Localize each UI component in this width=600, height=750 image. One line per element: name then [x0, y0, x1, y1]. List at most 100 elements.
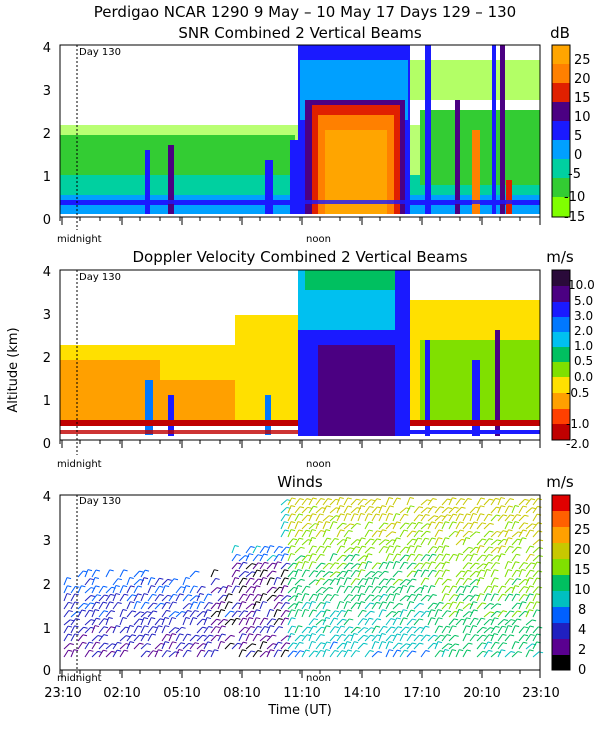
wind-barb-flag — [472, 513, 478, 516]
wind-barb — [238, 593, 244, 602]
wind-barb — [126, 625, 131, 634]
wind-barb — [322, 571, 330, 578]
wind-barb-flag — [286, 635, 292, 638]
wind-barb — [175, 593, 181, 602]
wind-barb-flag — [195, 634, 200, 637]
wind-barb-flag — [95, 601, 101, 604]
wind-barb-flag — [214, 649, 219, 652]
wind-barb — [336, 577, 341, 586]
wind-barb-flag — [348, 529, 353, 532]
wind-barb-flag — [355, 546, 361, 549]
wind-barb-flag — [299, 641, 304, 644]
wind-barb-flag — [122, 617, 127, 619]
wind-barb — [364, 538, 371, 546]
wind-barb-flag — [381, 641, 387, 644]
wind-barb-flag — [439, 562, 445, 565]
wind-barb — [308, 545, 314, 554]
wind-barb — [350, 563, 358, 570]
wind-barb — [112, 585, 117, 594]
wind-barb-flag — [419, 618, 424, 621]
wind-barb-flag — [305, 569, 310, 572]
wind-barb — [476, 634, 483, 642]
wind-barb-flag — [411, 593, 416, 596]
wind-barb — [294, 529, 300, 538]
wind-barb — [357, 537, 363, 546]
wind-barb — [322, 515, 330, 522]
wind-barb-flag — [83, 602, 88, 605]
wind-barb — [224, 642, 231, 650]
wind-barb-flag — [153, 610, 158, 613]
wind-barb — [399, 650, 405, 658]
wind-barb-flag — [403, 617, 408, 620]
wind-barb-flag — [257, 554, 263, 557]
wind-barb — [245, 577, 251, 586]
wind-barb — [455, 539, 463, 546]
wind-barb — [259, 569, 265, 578]
wind-barb-flag — [438, 577, 443, 580]
wind-barb-flag — [67, 633, 73, 636]
wind-barb-flag — [279, 594, 284, 597]
wind-barb — [511, 618, 518, 626]
wind-barb — [336, 634, 343, 642]
wind-barb — [364, 594, 371, 602]
wind-barb — [266, 562, 273, 570]
wind-barb — [322, 609, 327, 618]
wind-barb-flag — [223, 618, 228, 621]
wind-barb — [378, 594, 384, 602]
wind-barb — [343, 609, 349, 618]
wind-barb — [490, 585, 495, 594]
wind-barb-flag — [312, 553, 317, 556]
snr-cell — [472, 130, 480, 215]
wind-barb — [357, 555, 365, 562]
wind-barb-flag — [236, 617, 241, 620]
wind-barb — [448, 634, 456, 642]
wind-barb-flag — [207, 593, 212, 596]
winds-unit: m/s — [546, 473, 574, 491]
wind-barb-flag — [510, 610, 515, 613]
wind-barb-flag — [66, 577, 72, 580]
wind-barb-flag — [482, 554, 487, 557]
wind-barb — [182, 594, 189, 602]
wind-barb — [441, 625, 447, 634]
wind-barb-flag — [242, 585, 247, 588]
winds-colorbar-label: 15 — [574, 563, 591, 578]
snr-ytick: 0 — [43, 213, 51, 228]
wind-barb-flag — [270, 649, 275, 652]
wind-barb — [217, 586, 224, 594]
wind-barb-flag — [180, 642, 186, 645]
wind-barb — [308, 523, 316, 530]
wind-barb — [525, 545, 531, 554]
wind-barb-flag — [523, 562, 528, 565]
wind-barb — [406, 530, 413, 538]
wind-barb-flag — [398, 578, 403, 581]
wind-barb-flag — [432, 553, 437, 556]
wind-barb-flag — [320, 649, 325, 652]
wind-barb-flag — [349, 547, 355, 550]
wind-barb — [91, 625, 96, 634]
doppler-colorbar-label: 10.0 — [568, 278, 595, 292]
wind-barb — [490, 531, 498, 538]
wind-barb — [266, 586, 273, 594]
wind-barb-flag — [517, 602, 522, 605]
wind-barb — [364, 577, 369, 586]
wind-barb-flag — [398, 642, 403, 645]
wind-barb-flag — [195, 570, 200, 573]
wind-barb-flag — [341, 650, 346, 653]
wind-barb-flag — [391, 522, 396, 525]
wind-barb-flag — [440, 634, 445, 637]
wind-barb-flag — [405, 579, 410, 582]
wind-barb — [161, 625, 166, 634]
wind-barb — [462, 633, 467, 642]
wind-barb — [147, 610, 154, 618]
wind-barb — [462, 570, 468, 578]
wind-barb-flag — [187, 649, 192, 652]
wind-barb — [266, 609, 271, 618]
winds-y-ticks: 4 3 2 1 0 — [43, 490, 51, 679]
wind-barb — [511, 585, 516, 594]
wind-barb-flag — [354, 513, 359, 516]
wind-barb — [357, 610, 363, 618]
snr-unit: dB — [550, 24, 570, 42]
wind-barb — [308, 609, 314, 618]
wind-barb — [406, 562, 413, 570]
wind-barb — [448, 625, 453, 634]
